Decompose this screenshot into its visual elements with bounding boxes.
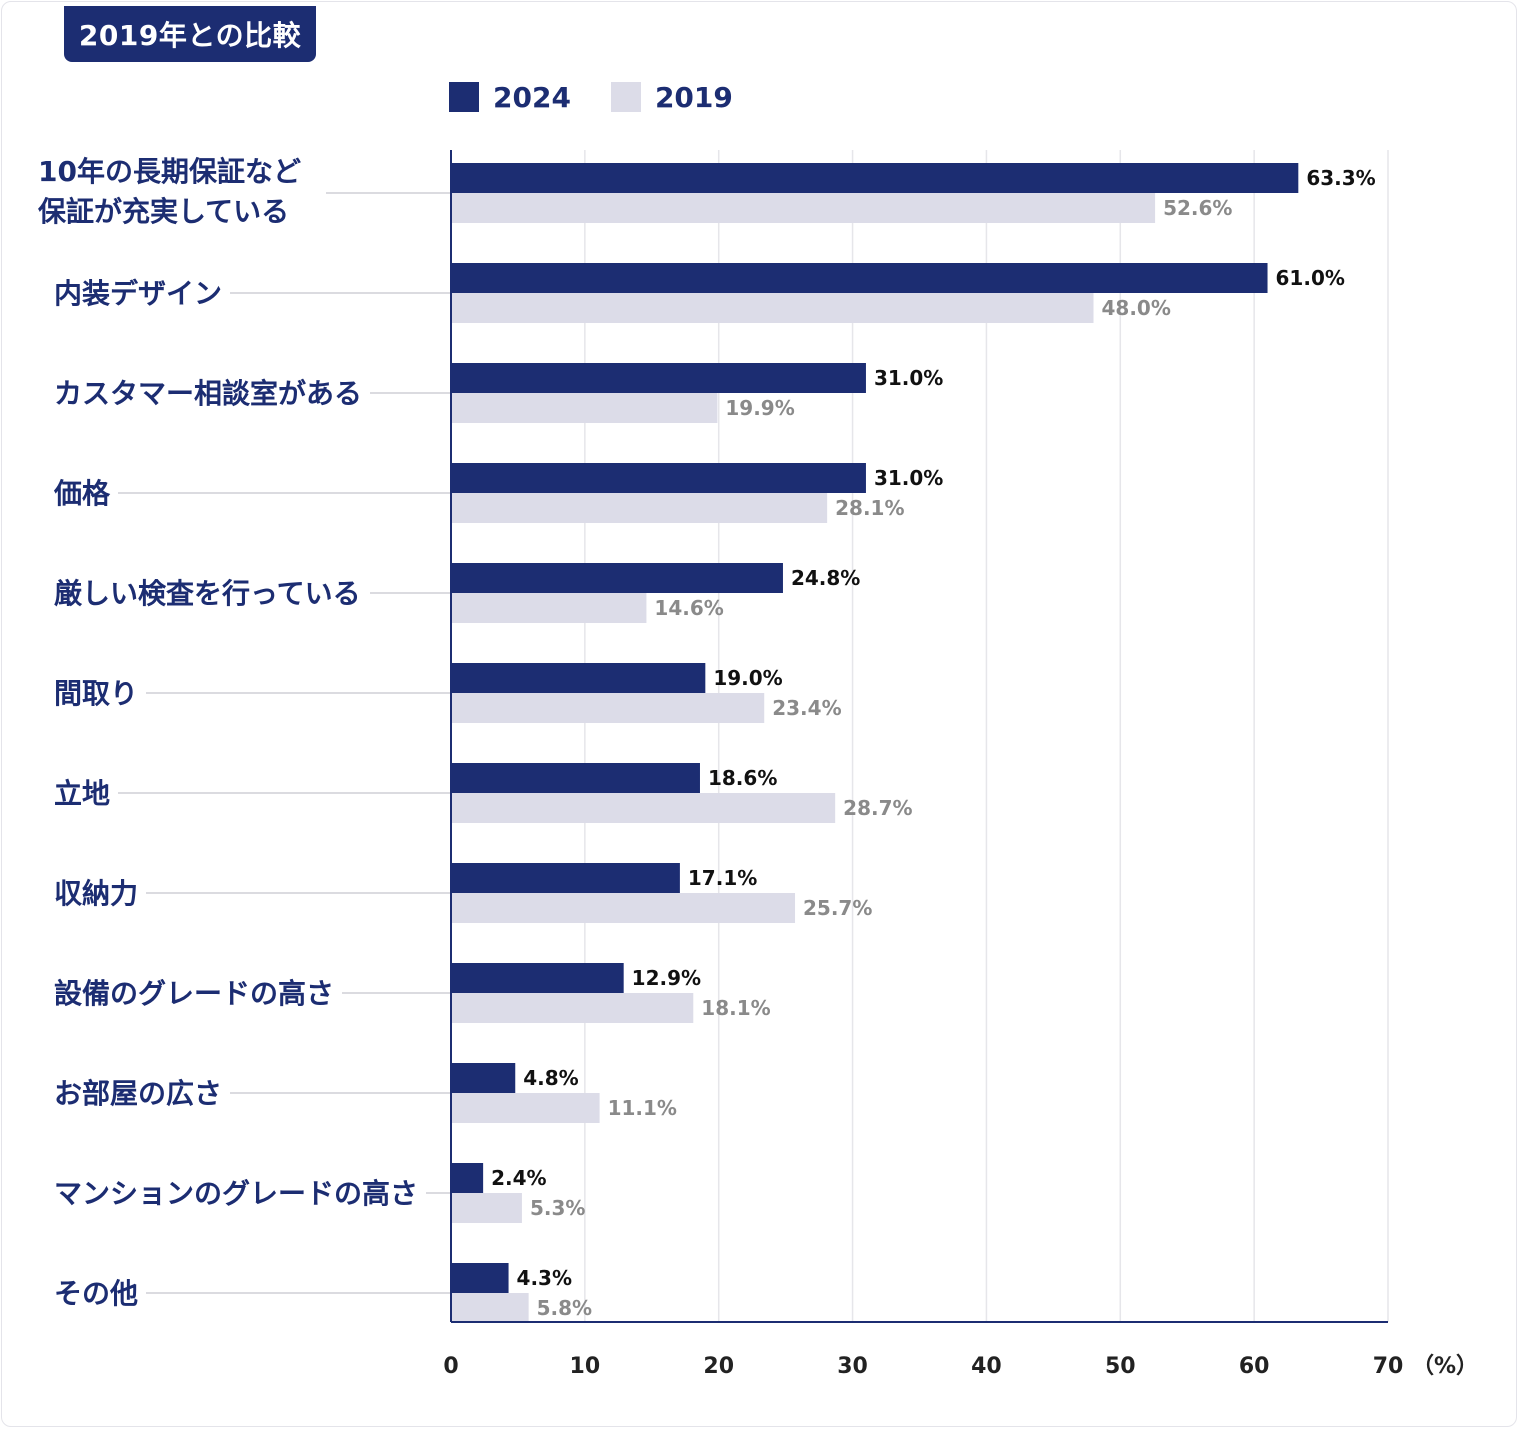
category-label: お部屋の広さ	[54, 1077, 222, 1110]
x-tick-label: 20	[703, 1354, 734, 1379]
value-label-2019: 52.6%	[1163, 196, 1232, 220]
category-label: 保証が充実している	[38, 195, 289, 228]
category-label: 価格	[53, 477, 111, 510]
bar-2024	[451, 1063, 516, 1093]
value-label-2024: 18.6%	[708, 766, 777, 790]
value-label-2024: 63.3%	[1306, 166, 1375, 190]
category-label: 間取り	[54, 677, 138, 710]
value-label-2024: 4.3%	[517, 1266, 572, 1290]
value-label-2024: 12.9%	[632, 966, 701, 990]
value-label-2019: 18.1%	[701, 996, 770, 1020]
legend-item-2019: 2019	[610, 80, 733, 114]
value-label-2019: 5.3%	[530, 1196, 585, 1220]
x-axis-unit: （%）	[1412, 1354, 1478, 1379]
value-label-2019: 23.4%	[772, 696, 841, 720]
value-label-2019: 25.7%	[803, 896, 872, 920]
x-tick-label: 40	[971, 1354, 1002, 1379]
value-label-2024: 61.0%	[1276, 266, 1345, 290]
value-label-2024: 17.1%	[688, 866, 757, 890]
value-label-2019: 48.0%	[1102, 296, 1171, 320]
bar-2019	[451, 993, 694, 1023]
bar-2024	[451, 963, 624, 993]
value-label-2019: 28.7%	[843, 796, 912, 820]
bar-2019	[451, 493, 828, 523]
x-tick-label: 30	[837, 1354, 868, 1379]
bar-2024	[451, 1163, 484, 1193]
bar-2019	[451, 1093, 600, 1123]
x-tick-label: 60	[1239, 1354, 1270, 1379]
bar-2019	[451, 393, 718, 423]
x-tick-label: 10	[570, 1354, 601, 1379]
bar-2019	[451, 693, 765, 723]
bar-2024	[451, 163, 1299, 193]
legend-swatch-2024	[449, 82, 479, 112]
bar-2024	[451, 1263, 509, 1293]
value-label-2019: 14.6%	[654, 596, 723, 620]
bar-2019	[451, 793, 836, 823]
category-label: 収納力	[54, 877, 138, 910]
category-label: 厳しい検査を行っている	[54, 577, 361, 610]
category-label: 内装デザイン	[54, 277, 222, 310]
category-label: 設備のグレードの高さ	[54, 977, 334, 1010]
value-label-2024: 31.0%	[874, 466, 943, 490]
x-tick-label: 50	[1105, 1354, 1136, 1379]
category-label: 10年の長期保証など	[38, 155, 301, 188]
value-label-2024: 4.8%	[523, 1066, 578, 1090]
bar-2024	[451, 863, 680, 893]
bar-2024	[451, 663, 706, 693]
bar-2019	[451, 1293, 529, 1323]
value-label-2024: 2.4%	[491, 1166, 546, 1190]
category-label: カスタマー相談室がある	[54, 377, 362, 410]
value-label-2024: 31.0%	[874, 366, 943, 390]
bar-2024	[451, 463, 866, 493]
value-label-2024: 19.0%	[713, 666, 782, 690]
bar-2024	[451, 563, 783, 593]
value-label-2019: 28.1%	[835, 496, 904, 520]
bar-2019	[451, 893, 796, 923]
value-label-2024: 24.8%	[791, 566, 860, 590]
bar-2019	[451, 193, 1156, 223]
bar-2019	[451, 293, 1094, 323]
x-tick-label: 0	[443, 1354, 458, 1379]
category-label: マンションのグレードの高さ	[54, 1177, 418, 1210]
legend-item-2024: 2024	[449, 81, 571, 114]
bar-2024	[451, 363, 866, 393]
legend-swatch-2019	[610, 82, 641, 112]
value-label-2019: 5.8%	[537, 1296, 592, 1320]
bar-2024	[451, 763, 700, 793]
value-label-2019: 19.9%	[725, 396, 794, 420]
legend: 2024 2019	[449, 80, 773, 114]
category-label: その他	[54, 1277, 138, 1310]
legend-label-2024: 2024	[493, 80, 571, 114]
value-label-2019: 11.1%	[608, 1096, 677, 1120]
comparison-badge: 2019年との比較	[64, 6, 316, 62]
bar-2019	[451, 593, 647, 623]
bar-2024	[451, 263, 1268, 293]
legend-label-2019: 2019	[654, 80, 733, 114]
bar-2019	[451, 1193, 522, 1223]
x-tick-label: 70	[1373, 1354, 1404, 1379]
category-label: 立地	[54, 777, 110, 810]
